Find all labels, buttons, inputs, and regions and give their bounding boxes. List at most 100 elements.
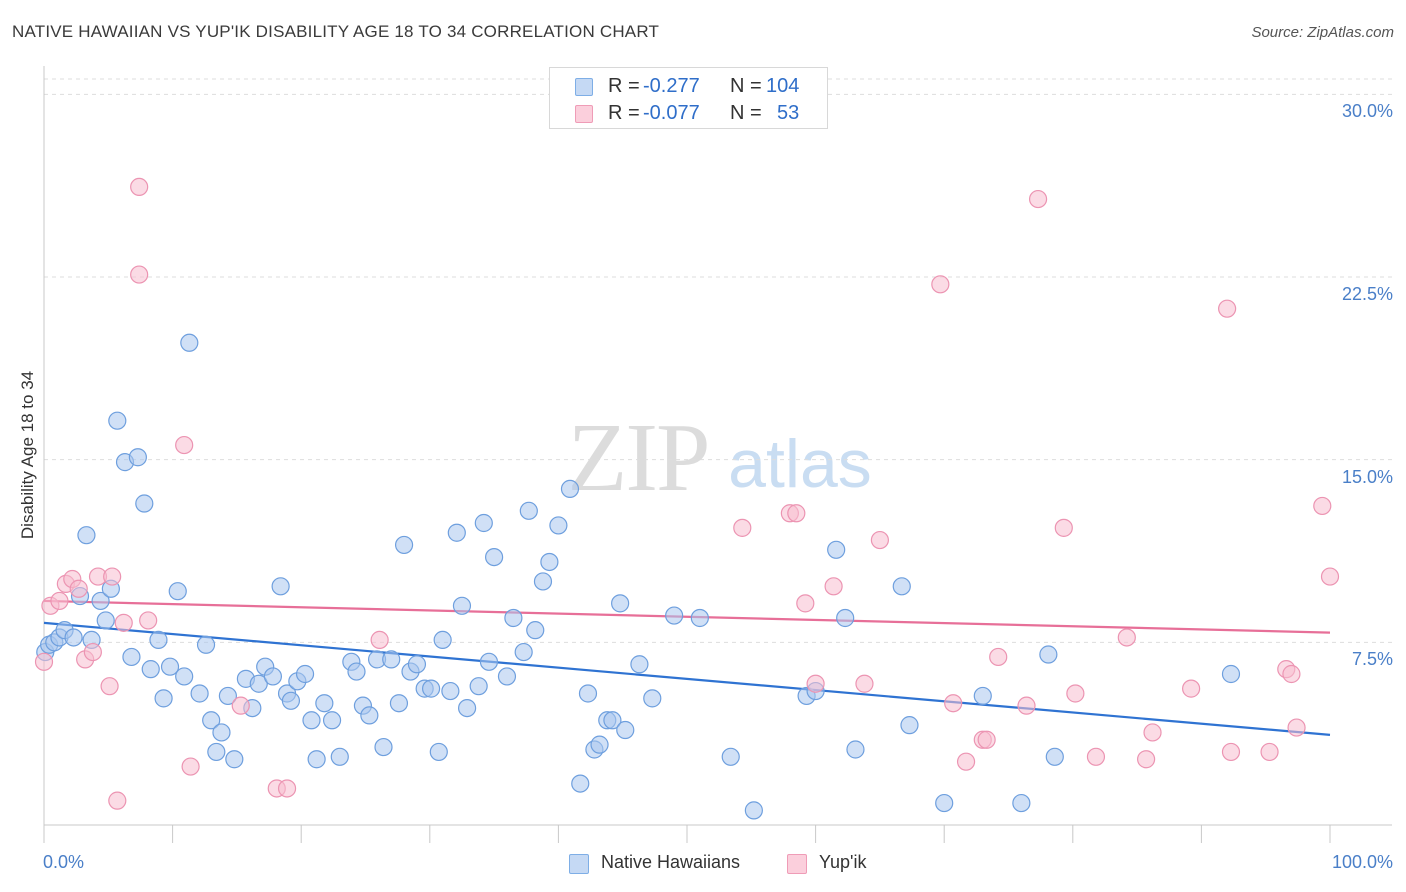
legend-swatch-blue [575,78,593,96]
data-point-native-hawaiians [616,720,635,740]
data-point-native-hawaiians [571,774,590,793]
trend-line-yupik [43,599,1331,634]
data-point-native-hawaiians [827,540,846,559]
data-point-native-hawaiians [441,681,460,701]
correlation-legend: R = -0.277 N = 104 R = -0.077 N = 53 [549,67,828,129]
data-point-yupik [83,642,102,662]
data-point-native-hawaiians [900,716,919,735]
data-point-native-hawaiians [196,635,216,654]
data-point-native-hawaiians [846,740,865,759]
data-point-yupik [1117,628,1136,647]
data-point-native-hawaiians [249,674,268,693]
data-point-native-hawaiians [108,411,127,430]
data-point-native-hawaiians [212,723,231,742]
data-point-yupik [1260,742,1279,762]
data-point-native-hawaiians [474,513,493,533]
data-point-yupik [1054,518,1073,537]
data-point-native-hawaiians [360,706,379,725]
data-point-native-hawaiians [497,667,517,686]
data-point-yupik [1137,750,1156,769]
data-point-native-hawaiians [315,694,334,713]
data-point-yupik [139,611,158,630]
data-point-native-hawaiians [690,608,709,628]
data-point-yupik [1218,299,1237,318]
data-point-yupik [231,696,250,715]
watermark: ZIP atlas [568,404,872,512]
data-point-native-hawaiians [122,647,141,667]
data-point-yupik [824,577,843,596]
data-point-yupik [1086,747,1106,766]
data-point-native-hawaiians [374,737,393,757]
data-point-native-hawaiians [421,679,441,698]
data-point-native-hawaiians [141,660,160,679]
data-point-yupik [733,518,752,537]
y-tick-label: 7.5% [1351,649,1393,670]
data-point-yupik [100,677,119,696]
data-point-native-hawaiians [457,698,477,718]
data-point-native-hawaiians [479,652,499,671]
data-point-yupik [1182,679,1201,698]
data-point-yupik [1017,696,1036,715]
data-point-native-hawaiians [1039,645,1058,664]
data-point-native-hawaiians [452,596,472,615]
data-point-yupik [787,504,806,523]
data-point-native-hawaiians [665,606,684,625]
data-point-yupik [130,265,149,284]
data-point-native-hawaiians [485,547,504,567]
data-point-native-hawaiians [540,552,559,572]
legend-r-label: R = [608,75,640,97]
data-point-native-hawaiians [1012,793,1031,813]
legend-r-value: -0.277 [643,75,700,97]
data-point-native-hawaiians [207,742,226,762]
data-point-native-hawaiians [202,711,221,730]
data-point-native-hawaiians [973,686,992,706]
data-point-yupik [806,674,825,693]
data-point-native-hawaiians [389,694,409,713]
data-point-native-hawaiians [394,535,414,555]
data-point-native-hawaiians [630,655,649,674]
data-point-yupik [944,694,963,713]
bottom-legend-swatch-yupik [787,854,807,874]
data-point-yupik [1313,496,1332,516]
data-point-yupik [1282,664,1301,684]
data-point-native-hawaiians [168,582,187,601]
data-point-native-hawaiians [180,333,199,352]
data-point-native-hawaiians [263,667,283,686]
data-point-yupik [796,594,815,613]
data-point-native-hawaiians [469,677,488,696]
data-point-yupik [1221,742,1241,762]
data-point-native-hawaiians [407,655,427,674]
data-point-native-hawaiians [1221,664,1241,684]
source-credit: Source: ZipAtlas.com [1251,24,1394,41]
data-point-native-hawaiians [160,657,180,676]
bottom-legend-swatch-native-hawaiians [569,854,589,874]
data-point-yupik [931,275,950,294]
data-point-native-hawaiians [514,642,533,662]
data-point-native-hawaiians [935,793,954,813]
data-point-native-hawaiians [892,577,911,596]
data-point-native-hawaiians [526,621,545,640]
data-point-yupik [130,177,149,197]
legend-row-yupik: R = -0.077 N = 53 [550,99,827,129]
data-point-native-hawaiians [77,526,96,545]
data-point-native-hawaiians [549,516,568,535]
data-point-yupik [1320,567,1340,586]
data-point-yupik [956,752,976,771]
data-point-native-hawaiians [128,448,147,467]
legend-n-label: N = [730,75,762,97]
watermark-atlas: atlas [728,426,872,502]
data-point-native-hawaiians [721,747,740,766]
data-point-native-hawaiians [643,689,662,708]
data-point-native-hawaiians [429,742,448,762]
data-point-native-hawaiians [135,494,154,513]
data-point-yupik [34,652,54,671]
data-point-yupik [370,630,389,650]
data-point-native-hawaiians [307,750,326,769]
data-point-native-hawaiians [1045,747,1064,766]
data-point-native-hawaiians [347,662,366,681]
data-point-yupik [175,435,194,455]
data-point-native-hawaiians [560,479,580,499]
data-point-yupik [277,779,297,798]
data-point-yupik [1028,189,1048,209]
